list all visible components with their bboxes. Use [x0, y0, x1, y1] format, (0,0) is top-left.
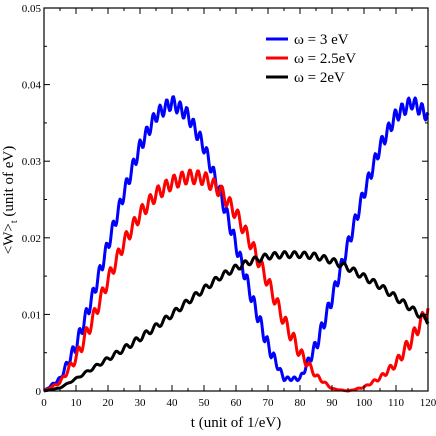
- legend-label: ω = 2eV: [294, 70, 345, 86]
- y-tick-label: 0.03: [22, 156, 42, 168]
- x-tick-label: 30: [135, 397, 147, 409]
- y-tick-label: 0.01: [22, 309, 41, 321]
- y-tick-label: 0: [36, 386, 42, 398]
- x-axis-ticks: 0 10 20 30 40 50 60 70 80 90 100 110 120: [41, 8, 436, 409]
- y-tick-label: 0.05: [22, 3, 42, 15]
- plot-frame: [43, 7, 429, 392]
- x-tick-label: 70: [263, 397, 275, 409]
- series-line: [43, 250, 430, 393]
- y-axis-label: <W>t (unit of eV): [1, 146, 20, 254]
- x-tick-label: 0: [41, 397, 47, 409]
- y-axis-label-unit: (unit of eV): [1, 146, 17, 221]
- series-line: [43, 95, 430, 393]
- y-axis-label-main: <W>: [1, 223, 17, 254]
- x-tick-label: 100: [356, 397, 373, 409]
- x-tick-label: 60: [231, 397, 243, 409]
- x-tick-label: 10: [71, 397, 83, 409]
- x-tick-label: 110: [388, 397, 405, 409]
- x-tick-label: 120: [420, 397, 436, 409]
- y-axis-ticks: 0 0.01 0.02 0.03 0.04 0.05: [22, 3, 428, 398]
- legend-label: ω = 3 eV: [294, 32, 349, 48]
- series-layer: [43, 95, 430, 393]
- legend-label: ω = 2.5eV: [294, 51, 356, 67]
- x-tick-label: 90: [327, 397, 339, 409]
- x-tick-label: 40: [167, 397, 179, 409]
- x-tick-label: 80: [295, 397, 307, 409]
- y-axis-label-subscript: t: [9, 220, 20, 223]
- x-tick-label: 50: [199, 397, 211, 409]
- x-tick-label: 20: [103, 397, 115, 409]
- y-tick-label: 0.04: [22, 80, 42, 92]
- y-tick-label: 0.02: [22, 233, 41, 245]
- legend: ω = 3 eV ω = 2.5eV ω = 2eV: [266, 32, 356, 86]
- x-axis-label: t (unit of 1/eV): [191, 415, 281, 431]
